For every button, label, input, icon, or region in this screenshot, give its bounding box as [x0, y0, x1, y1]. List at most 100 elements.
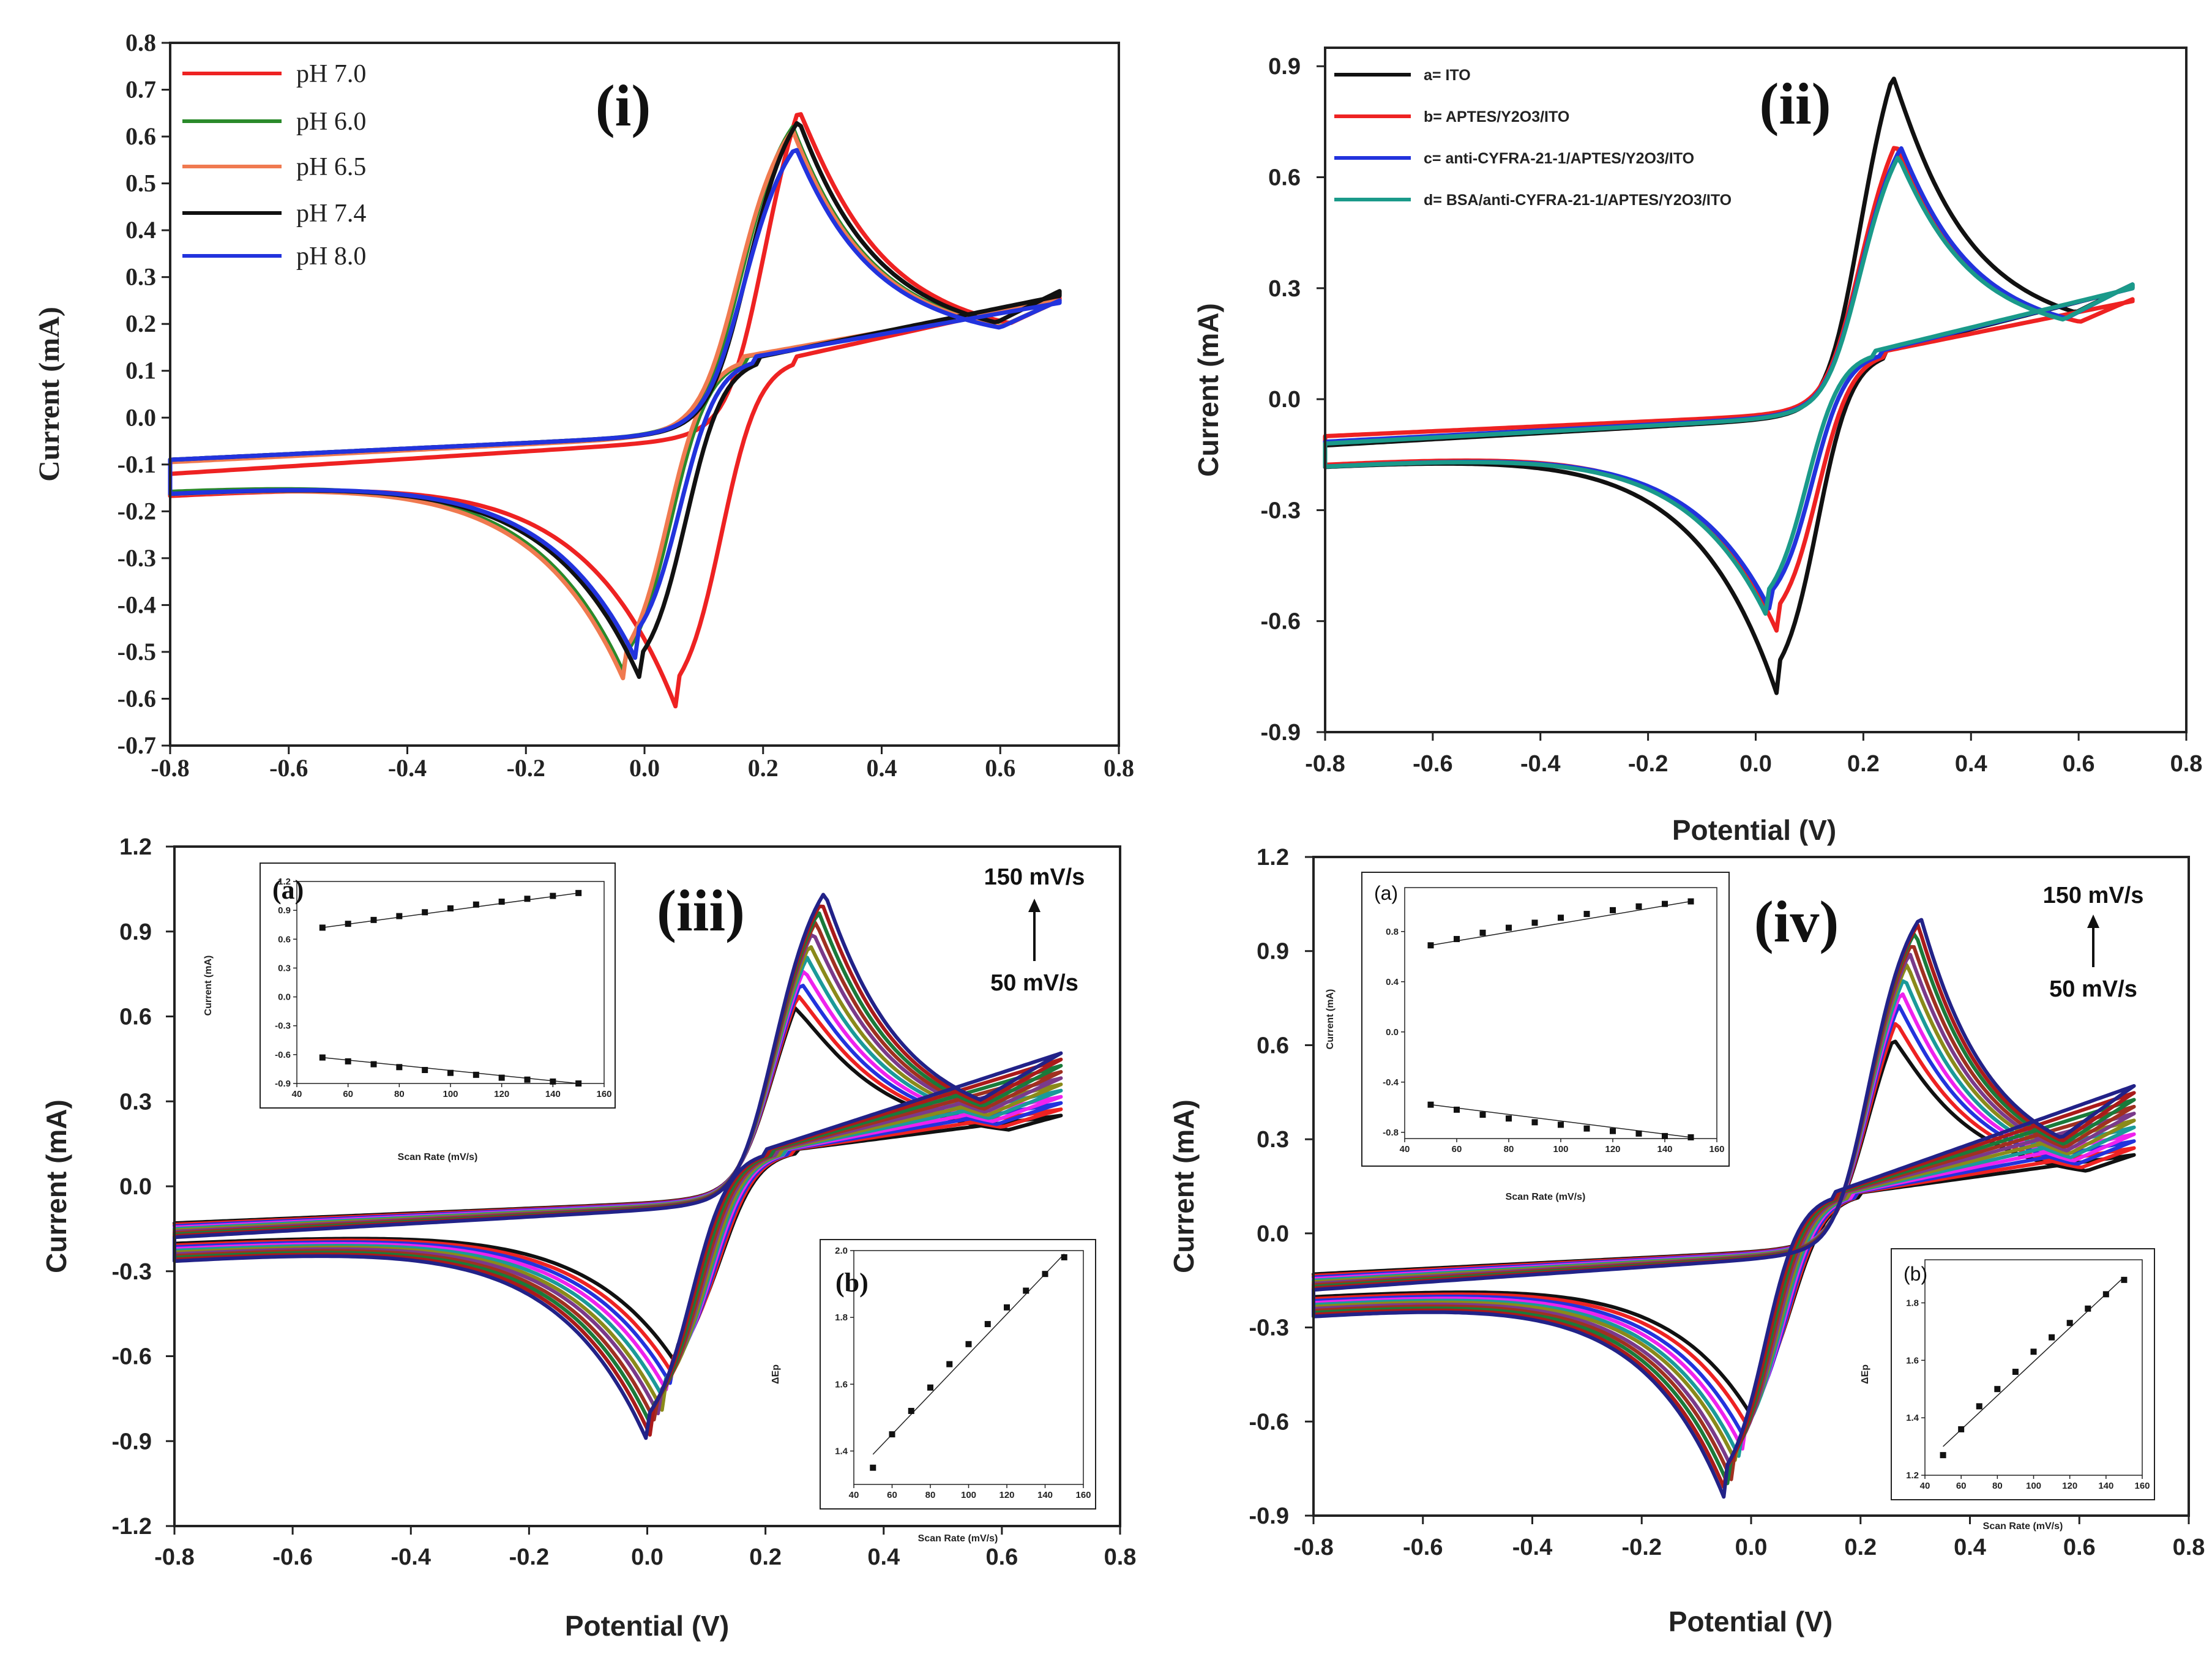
inset-point-anodic [1558, 915, 1564, 921]
inset-x-tick-label: 140 [1657, 1144, 1672, 1154]
panel-ii-ylabel: Current (mA) [1192, 303, 1224, 477]
inset-point [2085, 1305, 2091, 1312]
inset-x-tick-label: 120 [1605, 1144, 1620, 1154]
inset-point [908, 1407, 914, 1414]
x-tick-label: 0.6 [985, 754, 1015, 782]
x-tick-label: 0.8 [1104, 1544, 1137, 1570]
inset-point-cathodic [1479, 1112, 1486, 1118]
panel-iii: -0.8 -0.6 -0.4 -0.2 0.0 0.2 0.4 0.6 0.8 -1.2 -0.9 -… [40, 834, 1136, 1642]
inset-y-tick-label: 0.8 [1386, 927, 1399, 937]
inset-point-cathodic [1610, 1128, 1616, 1134]
x-tick-label: 0.0 [629, 754, 660, 782]
inset-point [870, 1464, 876, 1471]
inset-y-tick-label: 1.2 [1906, 1470, 1919, 1481]
y-tick-label: -0.4 [118, 591, 156, 618]
inset-point-anodic [1427, 942, 1434, 949]
y-tick-label: -0.7 [118, 731, 156, 759]
inset-point [2066, 1320, 2073, 1326]
inset-fit-line-cathodic [1430, 1104, 1691, 1138]
inset-b-label: (b) [835, 1268, 869, 1298]
y-tick-label: 0.0 [1268, 387, 1301, 413]
y-tick-label: 0.3 [125, 263, 156, 291]
inset-y-tick-label: -0.3 [275, 1021, 291, 1031]
inset-point [2102, 1291, 2109, 1298]
inset-point [2049, 1334, 2055, 1341]
inset-point-cathodic [524, 1076, 531, 1083]
inset-point-cathodic [1454, 1106, 1460, 1113]
inset-point-cathodic [396, 1064, 403, 1071]
panel-iv-ylabel: Current (mA) [1168, 1099, 1200, 1273]
inset-point-cathodic [1558, 1121, 1564, 1128]
inset-point-anodic [396, 913, 403, 919]
inset-point-anodic [1531, 919, 1538, 926]
panel-iii-inset-a: 40 60 80 100 120 140 160 -0.9 -0.6 -0.3 0.0 0.3 0.6 0… [203, 862, 616, 1162]
inset-point [1940, 1452, 1946, 1459]
inset-fit-line [1943, 1276, 2124, 1447]
panel-ii-ticks: -0.8 -0.6 -0.4 -0.2 0.0 0.2 0.4 0.6 0.8 -0.9 -0.6 -… [1261, 54, 2203, 777]
inset-x-tick-label: 120 [494, 1089, 509, 1099]
panel-iv-curves [1312, 918, 2136, 1499]
inset-point-anodic [1583, 911, 1590, 918]
legend-label-ph60: pH 6.0 [296, 108, 366, 136]
inset-point-anodic [447, 905, 454, 911]
inset-x-tick-label: 140 [1037, 1490, 1053, 1500]
inset-x-tick-label: 140 [2098, 1481, 2113, 1491]
inset-y-tick-label: 0.0 [1386, 1027, 1399, 1038]
inset-a-frame [1361, 872, 1730, 1167]
inset-point [1958, 1426, 1965, 1432]
x-tick-label: -0.2 [1628, 751, 1668, 777]
panel-iii-xlabel: Potential (V) [565, 1610, 729, 1642]
y-tick-label: 0.9 [1268, 54, 1301, 80]
inset-x-tick-label: 80 [394, 1089, 405, 1099]
x-tick-label: -0.4 [1512, 1535, 1552, 1560]
panel-iii-ylabel: Current (mA) [40, 1099, 72, 1273]
inset-fit-line-anodic [1430, 900, 1691, 946]
panel-iii-curves [173, 892, 1063, 1440]
y-tick-label: 0.0 [125, 403, 156, 431]
panel-iii-scan-arrowhead [1028, 899, 1041, 912]
panel-iv-scan-arrowhead [2087, 915, 2099, 928]
inset-x-tick-label: 120 [2062, 1481, 2077, 1491]
x-tick-label: -0.8 [154, 1544, 194, 1570]
inset-point-cathodic [473, 1071, 479, 1078]
x-tick-label: 0.0 [1735, 1535, 1768, 1560]
inset-point-anodic [1662, 900, 1668, 907]
inset-fit-line [872, 1253, 1065, 1455]
cv-curve-scan-150 [173, 892, 1063, 1440]
legend-label-aptes: b= APTES/Y2O3/ITO [1424, 108, 1569, 125]
y-tick-label: 0.6 [125, 122, 156, 150]
inset-x-tick-label: 80 [1992, 1481, 2003, 1491]
inset-point-cathodic [1583, 1125, 1590, 1132]
x-tick-label: 0.8 [2173, 1535, 2205, 1560]
panel-iv-inset-b: 40 60 80 100 120 140 160 1.2 1.4 1.6 1.8 (b) Scan … [1860, 1248, 2155, 1532]
panel-iv-scan-high: 150 mV/s [2043, 883, 2144, 908]
x-tick-label: -0.2 [509, 1544, 549, 1570]
inset-a-label: (a) [272, 875, 304, 905]
y-tick-label: 0.5 [125, 170, 156, 197]
inset-point-anodic [1506, 924, 1512, 931]
y-tick-label: 0.0 [119, 1174, 152, 1200]
panel-iii-label: (iii) [657, 878, 745, 943]
inset-b-frame [820, 1239, 1096, 1510]
inset-x-tick-label: 40 [849, 1490, 859, 1500]
inset-y-tick-label: 0.3 [278, 963, 291, 973]
inset-point-anodic [1454, 936, 1460, 943]
inset-point [1061, 1254, 1067, 1260]
inset-x-tick-label: 120 [999, 1490, 1014, 1500]
inset-x-tick-label: 160 [1709, 1144, 1724, 1154]
x-tick-label: 0.4 [1954, 1535, 1986, 1560]
y-tick-label: -0.6 [1261, 609, 1301, 635]
x-tick-label: -0.4 [388, 754, 427, 782]
inset-x-tick-label: 80 [925, 1490, 936, 1500]
inset-point-cathodic [575, 1080, 582, 1087]
inset-x-tick-label: 160 [596, 1089, 611, 1099]
y-tick-label: 0.3 [1268, 276, 1301, 302]
inset-point-anodic [575, 889, 582, 896]
inset-y-tick-label: -0.9 [275, 1079, 291, 1089]
panel-i-legend: pH 7.0 pH 6.0 pH 6.5 pH 7.4 pH 8.0 [182, 60, 366, 271]
x-tick-label: 0.2 [749, 1544, 782, 1570]
y-tick-label: -0.1 [118, 451, 156, 478]
x-tick-label: 0.0 [631, 1544, 663, 1570]
inset-point-anodic [524, 896, 531, 902]
inset-b-frame [1891, 1248, 2155, 1500]
